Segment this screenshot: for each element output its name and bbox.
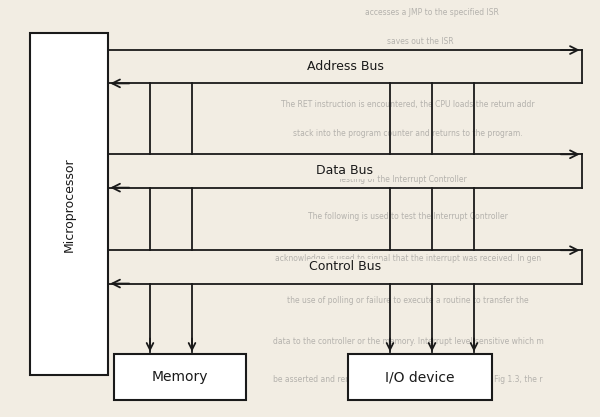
Bar [30, 33, 108, 375]
Text: acknowledge is used to signal that the interrupt was received. In gen: acknowledge is used to signal that the i… [275, 254, 541, 263]
Text: the use of polling or failure to execute a routine to transfer the: the use of polling or failure to execute… [287, 296, 529, 305]
Bar [114, 354, 246, 400]
Text: I/O device: I/O device [385, 370, 455, 384]
Text: Memory: Memory [152, 370, 208, 384]
Text: Control Bus: Control Bus [309, 260, 381, 274]
Text: Address Bus: Address Bus [307, 60, 383, 73]
Text: data to the controller or the memory. Interrupt level sensitive which m: data to the controller or the memory. In… [272, 337, 544, 347]
Text: The RET instruction is encountered, the CPU loads the return addr: The RET instruction is encountered, the … [281, 100, 535, 109]
Bar [348, 354, 492, 400]
Text: be asserted and remain active to be recognized. Refer to Fig 1.3, the r: be asserted and remain active to be reco… [273, 375, 543, 384]
Text: Data Bus: Data Bus [317, 164, 373, 178]
Text: saves out the ISR: saves out the ISR [386, 37, 454, 46]
Text: The following is used to test the Interrupt Controller: The following is used to test the Interr… [308, 212, 508, 221]
Text: Microprocessor: Microprocessor [62, 157, 76, 251]
Text: accesses a JMP to the specified ISR: accesses a JMP to the specified ISR [365, 8, 499, 17]
Text: stack into the program counter and returns to the program.: stack into the program counter and retur… [293, 129, 523, 138]
Text: Testing of the Interrupt Controller: Testing of the Interrupt Controller [338, 175, 466, 184]
